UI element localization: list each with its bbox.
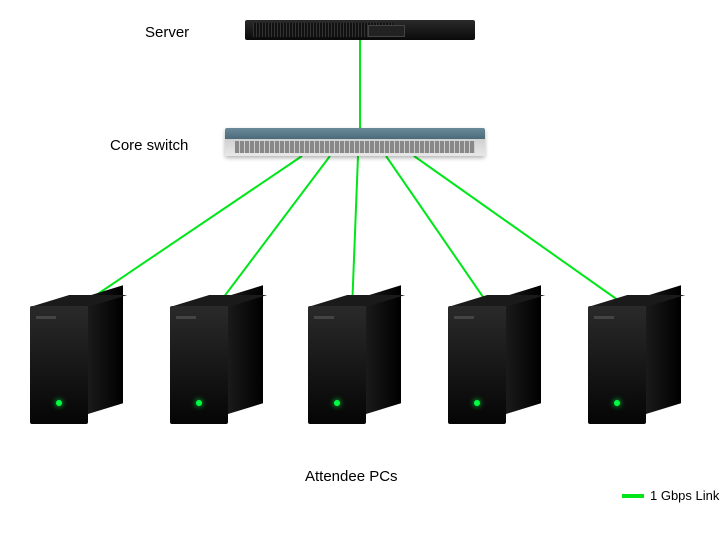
legend-swatch bbox=[622, 494, 644, 498]
switch-device bbox=[225, 128, 485, 156]
pc-device bbox=[170, 296, 260, 431]
pc-device bbox=[30, 296, 120, 431]
pcs-label: Attendee PCs bbox=[305, 468, 398, 485]
server-device bbox=[245, 20, 475, 40]
server-label: Server bbox=[145, 24, 189, 41]
legend-text: 1 Gbps Link bbox=[650, 488, 719, 503]
pc-device bbox=[448, 296, 538, 431]
pc-device bbox=[308, 296, 398, 431]
switch-label: Core switch bbox=[110, 137, 188, 154]
link-lines bbox=[0, 0, 728, 534]
pc-device bbox=[588, 296, 678, 431]
legend: 1 Gbps Link bbox=[622, 488, 719, 503]
